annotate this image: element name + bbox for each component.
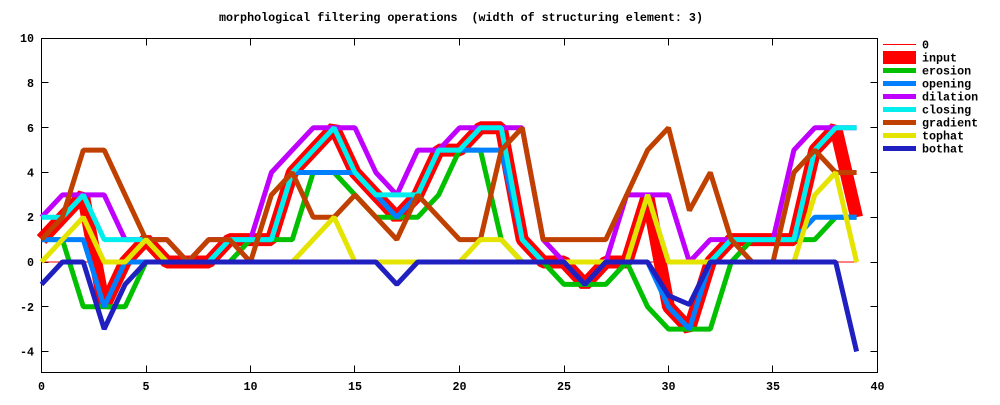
svg-text:0: 0 — [922, 39, 929, 53]
svg-text:0: 0 — [38, 380, 45, 394]
svg-text:-2: -2 — [20, 301, 34, 315]
svg-text:bothat: bothat — [922, 143, 964, 157]
svg-text:10: 10 — [20, 32, 34, 46]
svg-text:-4: -4 — [20, 346, 34, 360]
svg-text:6: 6 — [27, 122, 34, 136]
svg-text:input: input — [922, 52, 957, 66]
svg-text:gradient: gradient — [922, 117, 978, 131]
svg-text:erosion: erosion — [922, 65, 971, 79]
svg-text:20: 20 — [452, 380, 466, 394]
svg-text:closing: closing — [922, 104, 971, 118]
svg-text:2: 2 — [27, 211, 34, 225]
svg-text:40: 40 — [870, 380, 884, 394]
svg-text:0: 0 — [27, 256, 34, 270]
svg-text:30: 30 — [661, 380, 675, 394]
svg-text:morphological filtering operat: morphological filtering operations (widt… — [219, 11, 703, 25]
svg-text:35: 35 — [766, 380, 780, 394]
svg-text:8: 8 — [27, 77, 34, 91]
svg-text:10: 10 — [243, 380, 257, 394]
svg-text:15: 15 — [348, 380, 362, 394]
svg-text:tophat: tophat — [922, 130, 964, 144]
svg-text:5: 5 — [142, 380, 149, 394]
svg-text:4: 4 — [27, 167, 34, 181]
svg-text:25: 25 — [557, 380, 571, 394]
svg-text:dilation: dilation — [922, 91, 978, 105]
svg-text:opening: opening — [922, 78, 971, 92]
